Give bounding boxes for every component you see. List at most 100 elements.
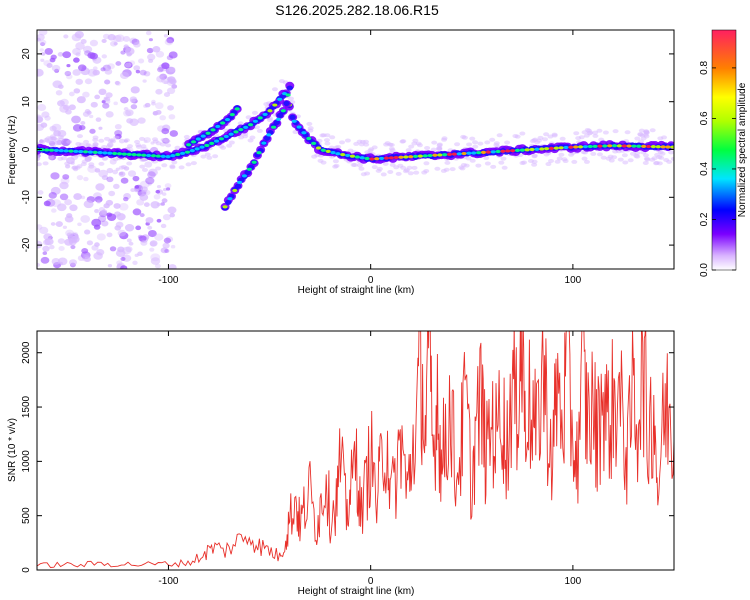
noise-blob bbox=[49, 57, 56, 63]
noise-blob bbox=[150, 253, 161, 262]
noise-blob bbox=[98, 88, 107, 96]
noise-blob bbox=[120, 71, 130, 80]
noise-blob bbox=[92, 66, 98, 71]
spectrogram-ytick-label: -20 bbox=[21, 237, 32, 252]
noise-blob bbox=[163, 80, 168, 85]
haze-blob bbox=[387, 169, 394, 174]
haze-blob bbox=[541, 137, 548, 142]
ridge-core bbox=[266, 133, 272, 137]
haze-blob bbox=[617, 157, 624, 162]
noise-blob bbox=[120, 256, 126, 261]
noise-blob bbox=[115, 61, 122, 66]
ridge-core bbox=[442, 153, 448, 157]
ridge-core bbox=[73, 149, 79, 153]
noise-blob bbox=[150, 257, 161, 265]
ridge-mid bbox=[273, 119, 281, 126]
ridge-core bbox=[320, 148, 326, 152]
haze-blob bbox=[384, 141, 391, 146]
noise-blob bbox=[166, 37, 175, 44]
ridge-core bbox=[364, 156, 370, 161]
haze-blob bbox=[306, 121, 313, 126]
haze-blob bbox=[358, 166, 365, 171]
haze-blob bbox=[562, 159, 569, 164]
noise-blob bbox=[68, 104, 76, 111]
noise-blob bbox=[73, 88, 81, 94]
noise-blob bbox=[113, 203, 121, 209]
noise-blob bbox=[70, 245, 76, 250]
ridge-core bbox=[417, 154, 424, 158]
ridge-core bbox=[505, 149, 511, 153]
ridge-core bbox=[374, 157, 380, 161]
haze-blob bbox=[98, 161, 105, 166]
noise-blob bbox=[106, 176, 114, 183]
ridge-core bbox=[229, 113, 235, 117]
ridge-core bbox=[170, 154, 176, 158]
haze-blob bbox=[408, 144, 415, 149]
haze-blob bbox=[670, 156, 674, 161]
noise-blob bbox=[119, 232, 129, 240]
ridge-core bbox=[215, 124, 221, 129]
haze-blob bbox=[49, 143, 56, 148]
snr-xtick-label: -100 bbox=[158, 576, 178, 587]
ridge-core bbox=[597, 144, 603, 148]
ridge-core bbox=[403, 155, 409, 159]
ridge-core bbox=[53, 148, 60, 153]
haze-blob bbox=[634, 136, 641, 141]
noise-blob bbox=[39, 39, 47, 46]
ridge-core bbox=[514, 148, 521, 152]
ridge-core bbox=[568, 145, 574, 149]
noise-blob bbox=[156, 184, 162, 189]
noise-blob bbox=[161, 128, 170, 135]
noise-blob bbox=[163, 92, 171, 98]
ridge-core bbox=[97, 151, 103, 155]
ridge-core bbox=[44, 148, 50, 152]
haze-blob bbox=[200, 154, 207, 159]
haze-blob bbox=[469, 158, 476, 163]
ridge-mid bbox=[276, 112, 284, 119]
haze-blob bbox=[140, 144, 147, 149]
noise-blob bbox=[98, 207, 106, 213]
haze-blob bbox=[66, 139, 73, 144]
noise-blob bbox=[106, 167, 114, 174]
noise-blob bbox=[120, 265, 128, 269]
haze-blob bbox=[86, 156, 93, 161]
snr-content bbox=[37, 331, 674, 568]
noise-blob bbox=[140, 186, 148, 192]
snr-xlabel: Height of straight line (km) bbox=[298, 586, 415, 597]
noise-blob bbox=[75, 52, 81, 57]
ridge-core bbox=[631, 144, 637, 148]
haze-blob bbox=[413, 170, 420, 175]
snr-ytick-label: 0 bbox=[21, 567, 32, 573]
noise-blob bbox=[44, 48, 53, 55]
haze-blob bbox=[531, 162, 538, 167]
ridge-core bbox=[432, 153, 438, 157]
haze-blob bbox=[332, 164, 339, 169]
noise-blob bbox=[75, 78, 84, 85]
noise-blob bbox=[144, 161, 153, 168]
ridge-core bbox=[180, 151, 186, 155]
haze-blob bbox=[498, 160, 505, 165]
ridge-core bbox=[82, 150, 89, 154]
noise-blob bbox=[166, 87, 176, 95]
haze-blob bbox=[123, 138, 130, 143]
haze-blob bbox=[362, 139, 369, 144]
haze-blob bbox=[500, 156, 507, 161]
noise-blob bbox=[71, 231, 79, 238]
colorbar-tick-label: 0.6 bbox=[699, 111, 710, 125]
noise-blob bbox=[155, 50, 165, 58]
ridge-core bbox=[261, 141, 267, 145]
haze-blob bbox=[317, 158, 324, 163]
noise-blob bbox=[148, 168, 158, 177]
noise-blob bbox=[65, 109, 72, 115]
snr-frame bbox=[36, 330, 675, 571]
haze-blob bbox=[559, 136, 566, 141]
ridge-core bbox=[194, 147, 200, 151]
noise-blob bbox=[63, 34, 69, 39]
noise-blob bbox=[40, 256, 50, 264]
ridge-core bbox=[227, 197, 233, 201]
noise-blob bbox=[66, 64, 71, 68]
noise-blob bbox=[166, 187, 171, 191]
noise-blob bbox=[126, 238, 132, 243]
